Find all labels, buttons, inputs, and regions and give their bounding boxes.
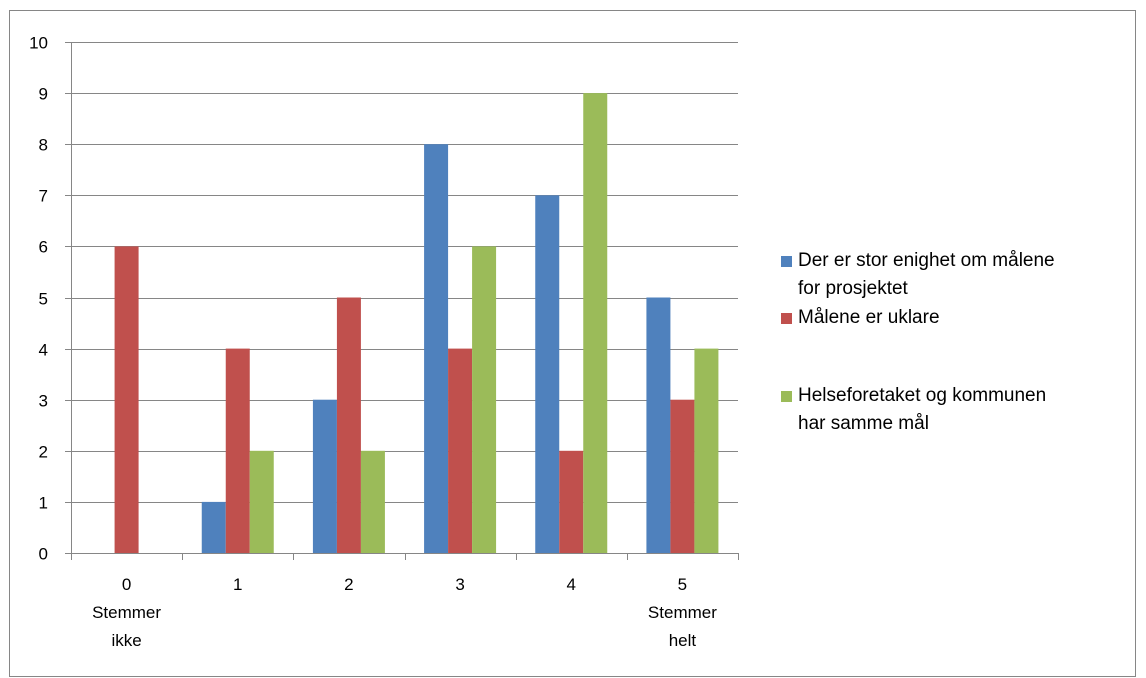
legend-swatch (781, 256, 792, 267)
x-tick-label: 1 (233, 575, 242, 594)
y-tick-label: 8 (39, 136, 48, 155)
x-tick-label: 4 (567, 575, 576, 594)
y-tick-label: 4 (39, 341, 48, 360)
bar (559, 450, 584, 553)
x-tick-label: helt (669, 631, 697, 650)
x-tick-label: 5 (678, 575, 687, 594)
bar (448, 348, 473, 553)
legend: Der er stor enighet om målene for prosjek… (781, 250, 1055, 434)
bar (249, 450, 274, 553)
bar (670, 399, 695, 553)
bar (114, 246, 139, 553)
bar (646, 297, 671, 553)
bar (694, 348, 719, 553)
x-tick-label: 0 (122, 575, 131, 594)
bar (472, 246, 497, 553)
x-tick-label: Stemmer (648, 603, 717, 622)
y-tick-label: 9 (39, 85, 48, 104)
legend-label: Helseforetaket og kommunen (798, 385, 1046, 406)
x-tick-label: Stemmer (92, 603, 161, 622)
bar (424, 144, 449, 553)
bar (201, 501, 226, 553)
legend-label: for prosjektet (798, 278, 909, 299)
x-tick-label: 3 (455, 575, 464, 594)
x-tick-label: ikke (111, 631, 141, 650)
chart-border (9, 10, 1136, 677)
bar (360, 450, 385, 553)
x-tick-labels: 0 Stemmer ikke 1 2 3 4 5 Stemmer helt (92, 575, 717, 650)
y-tick-label: 1 (39, 494, 48, 513)
y-tick-label: 6 (39, 238, 48, 257)
axes (65, 42, 739, 560)
y-tick-label: 3 (39, 392, 48, 411)
legend-label: Målene er uklare (798, 307, 940, 328)
bar (225, 348, 250, 553)
bar (535, 195, 560, 554)
bar (312, 399, 337, 553)
y-tick-label: 0 (39, 545, 48, 564)
x-tick-label: 2 (344, 575, 353, 594)
y-tick-label: 7 (39, 187, 48, 206)
legend-swatch (781, 391, 792, 402)
bar (336, 297, 361, 553)
legend-label: har samme mål (798, 413, 929, 434)
bars (114, 93, 719, 554)
legend-label: Der er stor enighet om målene (798, 250, 1055, 271)
bar (583, 93, 608, 553)
legend-swatch (781, 313, 792, 324)
gridlines (71, 42, 738, 503)
y-tick-label: 10 (29, 34, 48, 53)
y-tick-label: 2 (39, 443, 48, 462)
y-tick-label: 5 (39, 290, 48, 309)
y-tick-labels: 0 1 2 3 4 5 6 7 8 9 10 (29, 34, 48, 564)
